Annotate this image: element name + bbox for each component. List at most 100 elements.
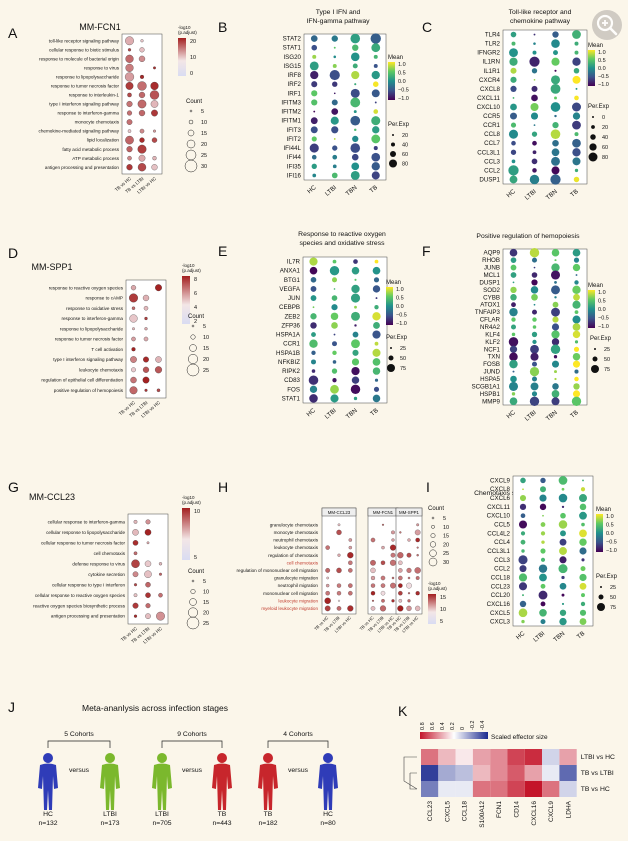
- expression-dot: [372, 358, 381, 366]
- expression-dot: [332, 360, 337, 364]
- expression-dot: [554, 296, 557, 299]
- term-label: cell chemotaxis: [287, 560, 319, 565]
- expression-dot: [552, 31, 559, 38]
- enrichment-dot: [159, 572, 162, 576]
- expression-dot: [371, 162, 380, 171]
- enrichment-dot: [139, 74, 145, 79]
- expression-dot: [554, 377, 557, 381]
- expression-dot: [559, 547, 567, 555]
- cohort-count: 5 Cohorts: [64, 731, 94, 738]
- expression-dot: [374, 341, 379, 346]
- expression-dot: [508, 129, 519, 139]
- expression-dot: [310, 276, 317, 283]
- size-legend-dot: [590, 134, 596, 140]
- expression-dot: [572, 248, 581, 257]
- panel-title: Meta-ananlysis across infection stages: [82, 703, 228, 713]
- colorbar-tick: −0.5: [598, 74, 609, 80]
- expression-dot: [509, 345, 518, 353]
- size-legend-dot: [189, 344, 197, 352]
- enrichment-dot: [139, 128, 145, 134]
- enrichment-dot: [336, 529, 342, 536]
- expression-dot: [550, 129, 561, 139]
- expression-dot: [574, 376, 579, 382]
- expression-dot: [540, 557, 546, 562]
- gene-label: CCR1: [483, 122, 500, 129]
- gene-label: TXN: [488, 354, 500, 361]
- group-label: TB: [369, 407, 380, 417]
- expression-dot: [573, 293, 580, 301]
- expression-dot: [550, 102, 561, 112]
- expression-dot: [329, 69, 340, 81]
- expression-dot: [531, 131, 538, 137]
- body: [152, 763, 172, 810]
- enrichment-dot: [397, 605, 404, 612]
- gene-label: CCL7: [484, 140, 500, 147]
- enrichment-dot: [370, 606, 376, 611]
- expression-dot: [531, 272, 538, 278]
- expression-dot: [561, 575, 565, 580]
- head: [157, 753, 167, 763]
- heatmap-cell: [490, 765, 508, 781]
- legend-tick: -0.2: [470, 721, 476, 730]
- size-legend-tick: 25: [201, 153, 207, 159]
- expression-dot: [350, 33, 361, 44]
- expression-dot: [579, 618, 587, 626]
- colorbar-title: (p.adjust): [178, 30, 197, 35]
- expression-dot: [573, 67, 580, 74]
- expression-dot: [552, 121, 559, 129]
- expression-dot: [533, 42, 536, 45]
- enrichment-dot: [132, 529, 139, 536]
- expression-dot: [551, 166, 560, 175]
- enrichment-dot: [131, 336, 136, 342]
- enrichment-dot: [380, 590, 386, 596]
- expression-dot: [572, 300, 581, 309]
- expression-dot: [512, 281, 515, 284]
- enrichment-dot: [151, 109, 158, 117]
- gene-label: STAT2: [283, 36, 302, 43]
- expression-dot: [580, 601, 586, 607]
- expression-dot: [572, 323, 581, 331]
- expression-dot: [511, 324, 516, 330]
- expression-dot: [509, 175, 518, 184]
- group-label: HC: [515, 630, 527, 641]
- expression-dot: [351, 376, 360, 384]
- row-label: response to tumor necrosis factor: [51, 84, 120, 89]
- expression-dot: [510, 67, 517, 74]
- panel-title: Response to reactive oxygen: [298, 231, 386, 238]
- enrichment-dot: [125, 135, 134, 145]
- enrichment-dot: [380, 575, 386, 581]
- expression-dot: [374, 378, 379, 382]
- gene-label: STAT1: [283, 45, 302, 52]
- expression-dot: [582, 479, 584, 482]
- expression-dot: [510, 257, 517, 263]
- enrichment-dot: [399, 531, 402, 534]
- zoom-button[interactable]: [592, 10, 622, 40]
- expression-dot: [373, 63, 378, 68]
- enrichment-dot: [127, 129, 132, 133]
- size-legend-dot: [390, 151, 396, 157]
- legend-tick: -0.4: [480, 721, 486, 730]
- expression-dot: [309, 143, 319, 153]
- gene-label: IFITM3: [281, 99, 301, 106]
- enrichment-dot: [370, 583, 376, 588]
- expression-dot: [532, 140, 537, 146]
- size-legend-title: Per.Exp: [596, 574, 618, 580]
- group-label: HC: [505, 409, 517, 420]
- enrichment-dot: [125, 82, 134, 90]
- expression-dot: [561, 593, 565, 597]
- expression-dot: [529, 366, 540, 377]
- colorbar-tick: 0.5: [398, 71, 406, 77]
- body: [212, 763, 232, 810]
- expression-dot: [351, 162, 360, 171]
- enrichment-dot: [398, 590, 403, 596]
- group-label: TB: [368, 184, 379, 194]
- expression-dot: [580, 487, 586, 492]
- row-label: leukocyte chemotaxis: [79, 367, 124, 372]
- enrichment-dot: [149, 90, 160, 100]
- panel-letter-J: J: [8, 699, 15, 715]
- heatmap-cell: [421, 749, 439, 765]
- expression-dot: [532, 325, 537, 329]
- sample-size: n=80: [320, 820, 336, 827]
- expression-dot: [581, 593, 585, 598]
- gene-label: CXCL8: [480, 86, 501, 93]
